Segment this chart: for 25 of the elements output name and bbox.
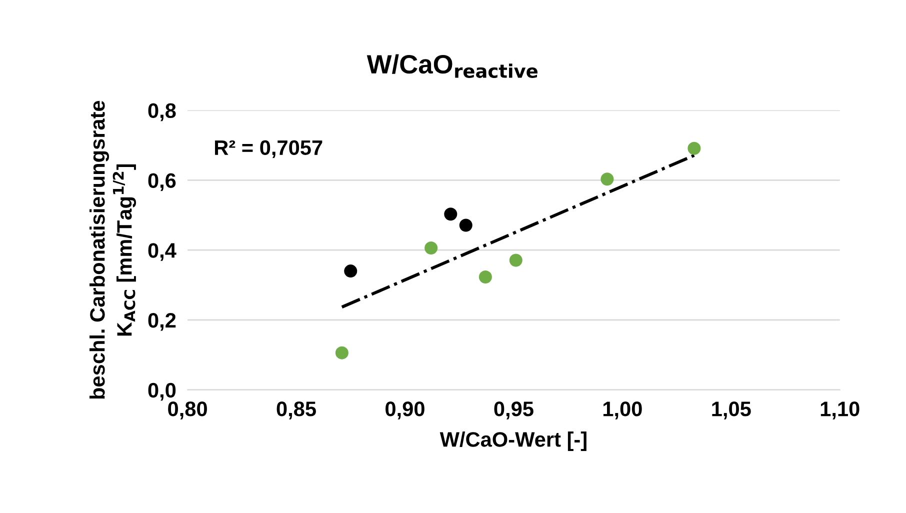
y-tick-label: 0,2: [148, 312, 176, 331]
x-tick-label: 0,80: [168, 402, 207, 420]
y-tick-label: 0,4: [148, 243, 176, 261]
x-tick-label: 1,05: [712, 402, 751, 420]
point: [344, 264, 358, 278]
point: [459, 218, 472, 232]
point: [478, 270, 492, 284]
y-axis-title: beschl. Carbonatisierungsrate K$_{ACC}$ [mm/Tag$^{1/2}$]: [90, 100, 136, 399]
y-tick-label: 0,8: [148, 103, 176, 122]
point: [424, 241, 438, 254]
point: [335, 346, 348, 360]
annotation: R² = 0,7057: [215, 140, 322, 158]
point: [509, 254, 522, 267]
x-axis-title: W/CaO-Wert [-]: [440, 432, 586, 451]
point: [688, 142, 701, 155]
x-tick-label: 0,85: [276, 402, 316, 420]
point: [444, 208, 458, 221]
point: [600, 172, 614, 186]
x-tick-label: 1,00: [603, 402, 642, 420]
y-tick-label: 0,0: [148, 382, 176, 401]
x-tick-label: 1,10: [820, 402, 860, 420]
x-tick-label: 0,90: [386, 402, 424, 420]
y-tick-label: 0,6: [148, 173, 176, 191]
chart-title: W/CaO$_{reactive}$: [366, 54, 538, 78]
x-tick-label: 0,95: [494, 402, 534, 420]
